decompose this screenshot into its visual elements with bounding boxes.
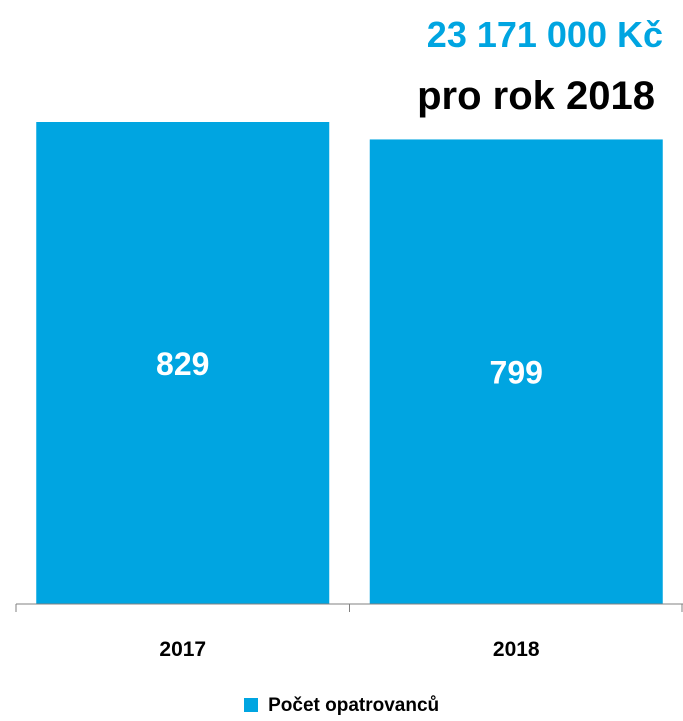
data-label-2017: 829 [156,346,209,382]
bar-2018 [369,139,663,605]
bar-2017 [36,122,330,604]
x-tick-label-2018: 2018 [493,638,540,661]
legend-swatch [243,698,258,712]
x-tick-label-2017: 2017 [159,638,206,661]
data-label-2018: 799 [490,355,543,391]
legend-label: Počet opatrovanců [268,695,440,716]
bar-chart: 829 2017 799 2018 [15,122,683,661]
legend: Počet opatrovanců [0,695,683,717]
amount-headline: 23 171 000 Kč [426,14,663,55]
year-caption: pro rok 2018 [417,74,655,118]
